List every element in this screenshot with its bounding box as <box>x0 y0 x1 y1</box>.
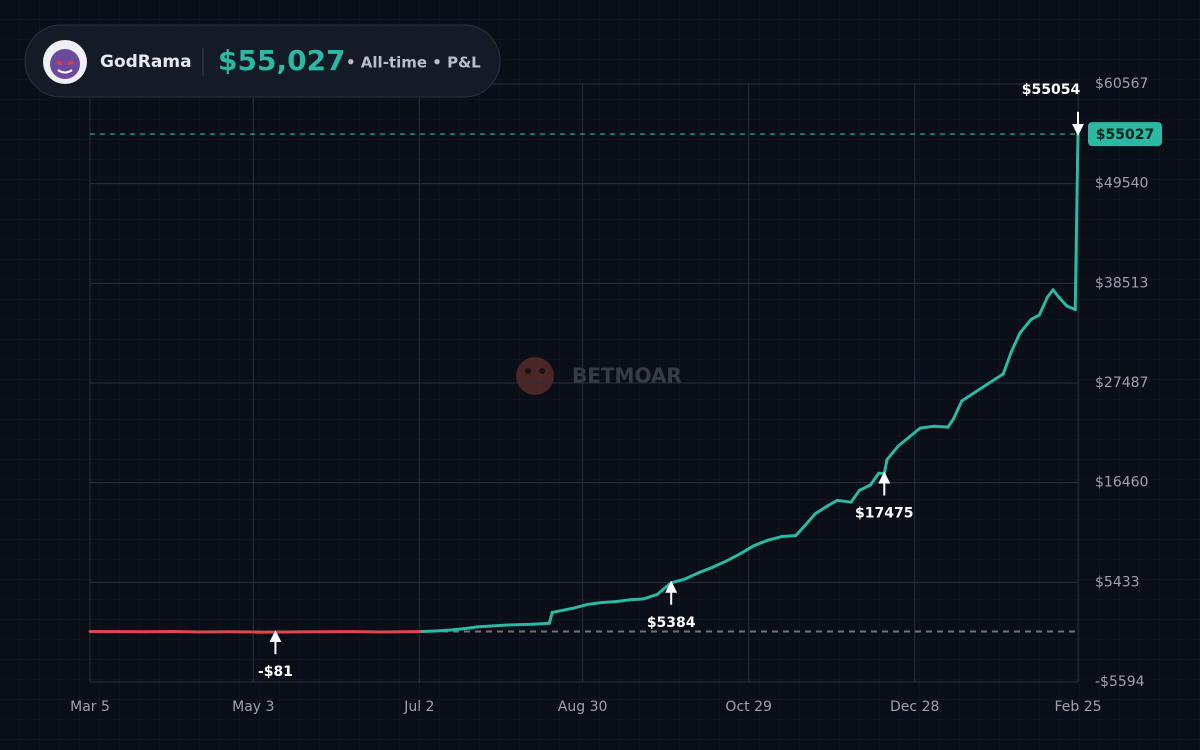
line-segment <box>1037 295 1050 317</box>
line-segment <box>586 601 604 606</box>
y-tick-label: -$5594 <box>1095 674 1145 690</box>
line-segment <box>918 424 936 430</box>
line-segment <box>642 592 659 601</box>
line-segment <box>766 535 784 542</box>
line-segment <box>960 390 978 403</box>
line-segment <box>824 498 839 509</box>
pnl-subtitle: • All-time • P&L <box>346 54 481 72</box>
line-segment <box>849 488 861 504</box>
x-tick-label: Mar 5 <box>70 699 110 715</box>
line-segment <box>683 571 701 581</box>
line-segment <box>1010 331 1022 353</box>
line-segment <box>868 471 881 487</box>
line-segment <box>896 435 911 448</box>
line-segment <box>932 424 950 429</box>
x-tick-label: Feb 25 <box>1054 699 1101 715</box>
line-segment <box>1057 295 1069 308</box>
x-tick-label: Aug 30 <box>558 699 608 715</box>
line-segment <box>951 399 964 421</box>
x-tick-label: May 3 <box>232 699 274 715</box>
line-segment <box>475 623 507 629</box>
line-segment <box>885 444 900 462</box>
line-segment <box>434 628 452 633</box>
line-segment <box>1018 318 1033 335</box>
line-segment <box>987 372 1005 385</box>
x-tick-label: Jul 2 <box>403 699 434 715</box>
y-tick-label: $27487 <box>1095 375 1148 391</box>
line-segment <box>974 381 991 394</box>
line-segment <box>752 538 770 548</box>
header-pill <box>24 24 501 98</box>
line-segment <box>1051 288 1061 299</box>
line-segment <box>550 606 576 614</box>
line-segment <box>547 610 554 625</box>
current-badge <box>1088 122 1162 147</box>
line-segment <box>813 505 828 516</box>
line-segment <box>448 627 466 632</box>
y-tick-label: $60567 <box>1095 76 1148 92</box>
annotation-label: $55054 <box>1022 82 1081 98</box>
line-segment <box>600 600 618 605</box>
line-segment <box>794 525 806 538</box>
y-tick-label: $16460 <box>1095 475 1148 491</box>
watermark: BETMOAR <box>516 357 682 395</box>
y-tick-label: $5433 <box>1095 574 1140 590</box>
line-segment <box>725 552 742 563</box>
watermark-text: BETMOAR <box>572 364 682 388</box>
x-tick-label: Oct 29 <box>725 699 771 715</box>
line-segment <box>462 625 479 631</box>
line-segment <box>882 458 889 475</box>
line-segment <box>1073 132 1080 312</box>
line-segment <box>907 426 922 439</box>
line-segment <box>835 498 853 504</box>
y-tick-label: $38513 <box>1095 275 1148 291</box>
line-segment <box>946 417 955 429</box>
line-segment <box>802 512 817 529</box>
pnl-total: $55,027 <box>218 44 346 77</box>
line-segment <box>1029 313 1041 322</box>
header: GodRama $55,027 • All-time • P&L <box>24 24 501 98</box>
y-tick-label: $49540 <box>1095 176 1148 192</box>
line-segment <box>614 598 632 604</box>
line-segment <box>711 559 729 569</box>
user-name: GodRama <box>100 52 192 72</box>
line-segment <box>503 622 535 627</box>
line-segment <box>628 597 646 602</box>
line-segment <box>857 483 872 492</box>
line-segment <box>738 544 756 556</box>
line-segment <box>697 565 715 575</box>
annotation-label: $17475 <box>855 505 913 521</box>
line-segment <box>780 534 798 539</box>
line-segment <box>572 602 590 610</box>
line-segment <box>531 621 551 626</box>
current-label: $55027 <box>1096 127 1154 143</box>
annotation-label: -$81 <box>258 664 293 680</box>
line-segment <box>1001 349 1014 376</box>
x-tick-label: Dec 28 <box>890 699 939 715</box>
annotation-label: $5384 <box>647 615 696 631</box>
